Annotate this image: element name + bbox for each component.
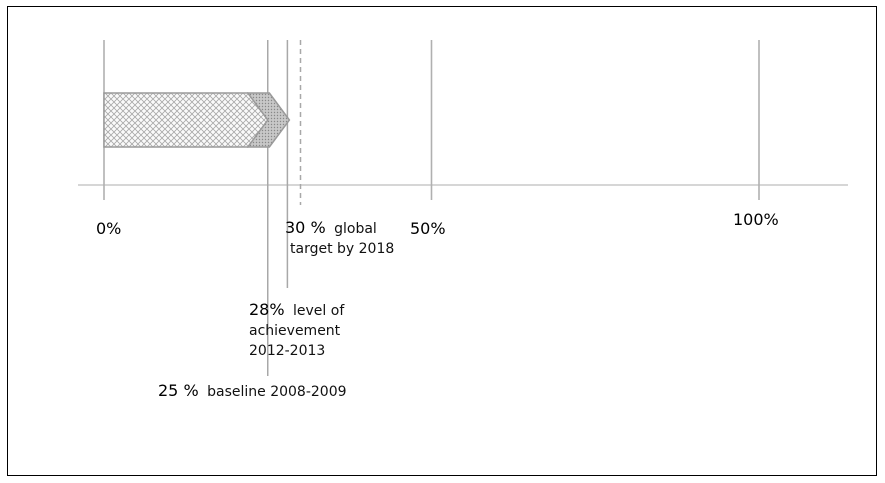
achievement-label-line-3: 2012-2013: [249, 343, 325, 359]
target-value-text: 30 %: [285, 218, 326, 237]
achievement-annotation: 28% level of: [249, 300, 345, 319]
tick-label-50: 50%: [410, 219, 446, 238]
progress-bar-baseline: [103, 92, 269, 148]
achievement-value-text: 28%: [249, 300, 285, 319]
achievement-label-line-1: level of: [293, 303, 345, 319]
baseline-annotation: 25 % baseline 2008-2009: [158, 381, 347, 400]
chart-frame: [7, 6, 877, 476]
tick-label-0: 0%: [96, 219, 121, 238]
baseline-label-line-1: baseline 2008-2009: [207, 384, 346, 400]
target-annotation: 30 % global: [285, 218, 377, 237]
achievement-label-line-2: achievement: [249, 323, 341, 339]
target-label-line-1: global: [334, 221, 377, 237]
baseline-value-text: 25 %: [158, 381, 199, 400]
target-label-line-2: target by 2018: [290, 241, 394, 257]
tick-label-100: 100%: [733, 210, 779, 229]
